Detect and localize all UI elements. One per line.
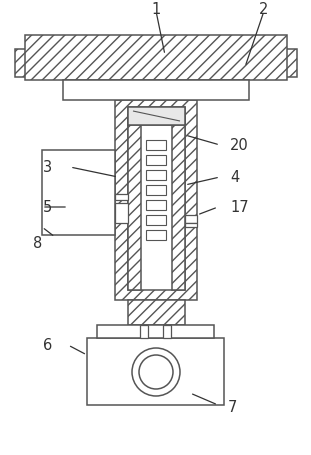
Bar (163, 325, 171, 338)
Bar (140, 325, 148, 338)
Bar (15, 50, 45, 78)
Bar (185, 216, 197, 223)
Text: 4: 4 (230, 170, 239, 185)
Bar (87, 338, 224, 405)
Bar (172, 116, 185, 290)
Bar (25, 36, 287, 81)
Bar (146, 155, 166, 166)
Text: 8: 8 (33, 236, 42, 251)
Text: 3: 3 (43, 160, 52, 175)
Text: 20: 20 (230, 138, 249, 153)
Bar (97, 325, 214, 338)
Text: 6: 6 (43, 338, 52, 353)
Bar (128, 300, 185, 325)
Bar (63, 81, 249, 101)
Bar (128, 108, 185, 126)
Text: 5: 5 (43, 200, 52, 215)
Bar (146, 140, 166, 151)
Text: 2: 2 (259, 1, 269, 16)
Bar (128, 108, 185, 126)
Bar (42, 151, 115, 236)
Bar (146, 200, 166, 211)
Text: 7: 7 (228, 399, 237, 415)
Bar (146, 230, 166, 241)
Bar (115, 195, 128, 201)
Bar (146, 215, 166, 226)
Bar (115, 203, 128, 223)
Bar (267, 50, 297, 78)
Bar (146, 170, 166, 181)
Bar (185, 223, 197, 228)
Bar (146, 185, 166, 196)
Bar (115, 101, 197, 300)
Bar (128, 116, 185, 290)
Text: 1: 1 (151, 1, 160, 16)
Bar (128, 116, 141, 290)
Text: 17: 17 (230, 200, 248, 215)
